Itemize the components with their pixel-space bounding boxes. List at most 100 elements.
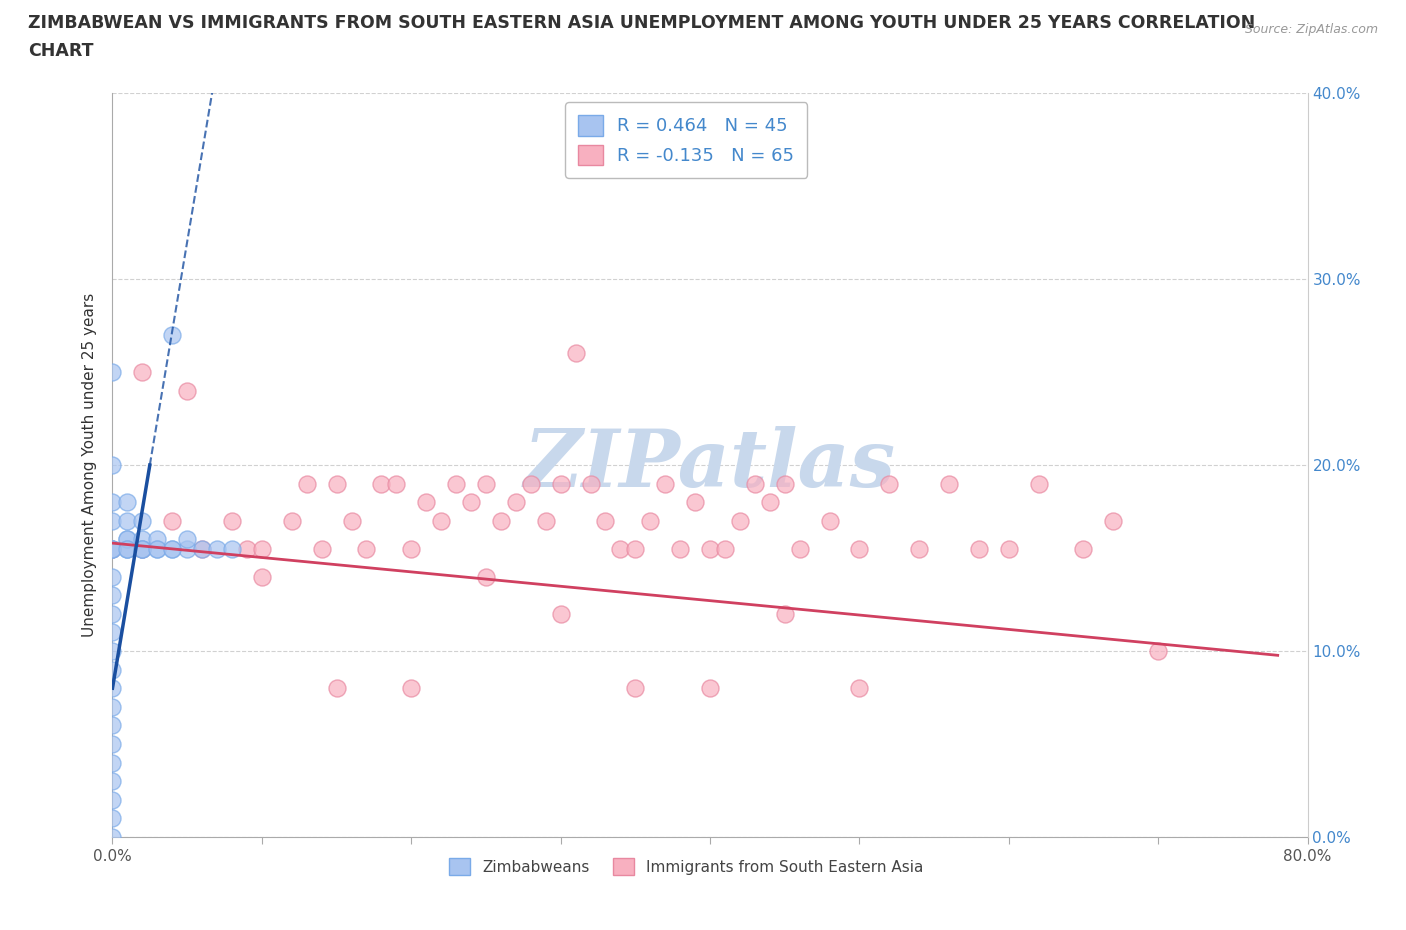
Point bbox=[117, 541, 139, 556]
Point bbox=[101, 541, 124, 556]
Point bbox=[101, 755, 124, 770]
Point bbox=[789, 541, 811, 556]
Point bbox=[117, 532, 139, 547]
Point bbox=[609, 541, 631, 556]
Point bbox=[595, 513, 617, 528]
Text: CHART: CHART bbox=[28, 42, 94, 60]
Point bbox=[295, 476, 318, 491]
Point bbox=[176, 532, 198, 547]
Point bbox=[460, 495, 482, 510]
Point bbox=[579, 476, 602, 491]
Point bbox=[624, 681, 647, 696]
Point bbox=[205, 541, 228, 556]
Point bbox=[325, 681, 347, 696]
Point bbox=[131, 541, 153, 556]
Point bbox=[131, 532, 153, 547]
Point bbox=[415, 495, 437, 510]
Point bbox=[505, 495, 527, 510]
Point bbox=[773, 606, 796, 621]
Point bbox=[444, 476, 467, 491]
Point bbox=[101, 644, 124, 658]
Point bbox=[325, 476, 347, 491]
Point bbox=[221, 541, 243, 556]
Point bbox=[101, 811, 124, 826]
Point bbox=[998, 541, 1021, 556]
Point bbox=[520, 476, 543, 491]
Point bbox=[131, 365, 153, 379]
Point bbox=[624, 541, 647, 556]
Point bbox=[162, 541, 183, 556]
Legend: Zimbabweans, Immigrants from South Eastern Asia: Zimbabweans, Immigrants from South Easte… bbox=[443, 852, 929, 882]
Text: ZIMBABWEAN VS IMMIGRANTS FROM SOUTH EASTERN ASIA UNEMPLOYMENT AMONG YOUTH UNDER : ZIMBABWEAN VS IMMIGRANTS FROM SOUTH EAST… bbox=[28, 14, 1256, 32]
Point bbox=[401, 541, 423, 556]
Point bbox=[162, 327, 183, 342]
Point bbox=[101, 774, 124, 789]
Y-axis label: Unemployment Among Youth under 25 years: Unemployment Among Youth under 25 years bbox=[82, 293, 97, 637]
Point bbox=[1147, 644, 1170, 658]
Point bbox=[101, 365, 124, 379]
Point bbox=[101, 625, 124, 640]
Point bbox=[131, 513, 153, 528]
Point bbox=[938, 476, 960, 491]
Point bbox=[250, 569, 273, 584]
Point bbox=[101, 541, 124, 556]
Point bbox=[564, 346, 586, 361]
Point bbox=[101, 541, 124, 556]
Point bbox=[221, 513, 243, 528]
Point bbox=[699, 681, 721, 696]
Point bbox=[489, 513, 512, 528]
Point bbox=[967, 541, 990, 556]
Point bbox=[714, 541, 737, 556]
Point bbox=[101, 495, 124, 510]
Point bbox=[146, 541, 169, 556]
Point bbox=[340, 513, 363, 528]
Point bbox=[117, 541, 139, 556]
Point bbox=[1028, 476, 1050, 491]
Point bbox=[191, 541, 214, 556]
Point bbox=[176, 541, 198, 556]
Point bbox=[550, 476, 572, 491]
Point bbox=[475, 569, 498, 584]
Point bbox=[131, 541, 153, 556]
Point bbox=[728, 513, 751, 528]
Point bbox=[879, 476, 901, 491]
Point bbox=[356, 541, 378, 556]
Point bbox=[131, 541, 153, 556]
Point bbox=[146, 541, 169, 556]
Point bbox=[475, 476, 498, 491]
Point bbox=[401, 681, 423, 696]
Point bbox=[101, 458, 124, 472]
Point bbox=[534, 513, 557, 528]
Point bbox=[848, 681, 870, 696]
Point bbox=[101, 699, 124, 714]
Point bbox=[101, 606, 124, 621]
Point bbox=[430, 513, 453, 528]
Text: ZIPatlas: ZIPatlas bbox=[524, 426, 896, 504]
Point bbox=[908, 541, 931, 556]
Point bbox=[370, 476, 392, 491]
Point bbox=[101, 681, 124, 696]
Point bbox=[281, 513, 304, 528]
Point bbox=[759, 495, 782, 510]
Point bbox=[669, 541, 692, 556]
Point bbox=[1073, 541, 1095, 556]
Point bbox=[683, 495, 706, 510]
Point bbox=[654, 476, 676, 491]
Point bbox=[699, 541, 721, 556]
Point bbox=[250, 541, 273, 556]
Point bbox=[101, 830, 124, 844]
Point bbox=[1102, 513, 1125, 528]
Point bbox=[162, 513, 183, 528]
Point bbox=[744, 476, 766, 491]
Point bbox=[385, 476, 408, 491]
Point bbox=[101, 588, 124, 603]
Point bbox=[101, 737, 124, 751]
Point bbox=[117, 532, 139, 547]
Point bbox=[176, 383, 198, 398]
Point bbox=[146, 532, 169, 547]
Text: Source: ZipAtlas.com: Source: ZipAtlas.com bbox=[1244, 23, 1378, 36]
Point bbox=[117, 513, 139, 528]
Point bbox=[101, 662, 124, 677]
Point bbox=[117, 541, 139, 556]
Point bbox=[131, 541, 153, 556]
